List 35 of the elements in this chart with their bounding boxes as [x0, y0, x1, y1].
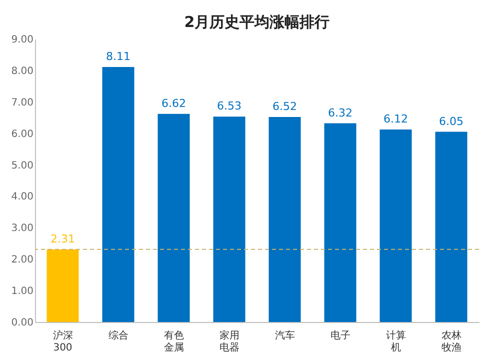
y-tick-label: 1.00 — [11, 286, 34, 298]
y-tick-label: 3.00 — [11, 223, 34, 234]
bar — [380, 130, 412, 322]
x-tick-label: 汽车 — [274, 330, 295, 342]
x-tick-label: 沪深300 — [52, 330, 73, 354]
data-label: 6.05 — [439, 114, 464, 128]
y-tick-label: 6.00 — [11, 128, 34, 140]
x-tick-label: 计算机 — [386, 330, 406, 354]
x-tick-label: 家用电器 — [219, 330, 240, 354]
bar — [46, 249, 79, 322]
data-label: 8.11 — [106, 50, 130, 63]
data-label: 2.31 — [50, 232, 75, 246]
x-tick-label: 综合 — [108, 330, 128, 342]
y-tick-label: 8.00 — [11, 66, 34, 77]
data-label: 6.12 — [384, 112, 408, 126]
bar — [213, 116, 246, 322]
data-label: 6.52 — [272, 100, 297, 113]
x-tick-label: 有色金属 — [164, 330, 184, 354]
y-tick-label: 9.00 — [11, 34, 34, 46]
x-tick-label: 农林牧渔 — [441, 330, 462, 354]
chart-title: 2月历史平均涨幅排行 — [184, 13, 330, 31]
bar — [158, 114, 190, 322]
y-tick-label: 0.00 — [11, 318, 34, 328]
y-tick-label: 2.00 — [11, 254, 34, 266]
y-tick-label: 7.00 — [11, 97, 34, 108]
y-tick-label: 5.00 — [11, 160, 34, 172]
y-tick-label: 4.00 — [11, 192, 34, 203]
bar — [268, 116, 301, 322]
data-label: 6.53 — [217, 100, 242, 113]
data-label: 6.62 — [162, 96, 186, 110]
bar — [324, 123, 356, 322]
data-label: 6.32 — [328, 106, 352, 120]
x-tick-label: 电子 — [330, 330, 350, 342]
bar — [435, 132, 468, 322]
bar — [102, 66, 134, 322]
